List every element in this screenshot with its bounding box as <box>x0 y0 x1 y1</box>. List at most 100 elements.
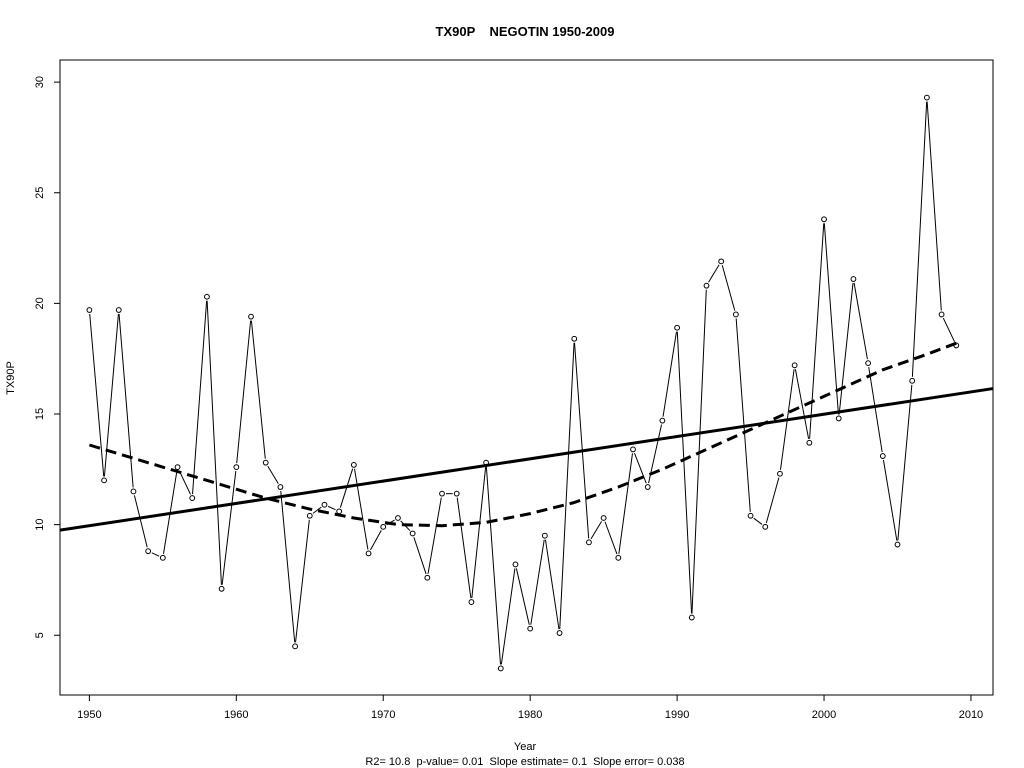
observed-segment <box>151 552 160 557</box>
series-layer <box>59 94 994 672</box>
stats-footer: R2= 10.8 p-value= 0.01 Slope estimate= 0… <box>365 756 684 768</box>
data-point <box>571 335 578 342</box>
data-point <box>923 94 930 101</box>
x-tick-label: 1950 <box>77 709 101 721</box>
data-point <box>938 311 945 318</box>
observed-segment <box>280 490 296 643</box>
plot-frame <box>59 59 994 696</box>
data-point <box>762 523 769 530</box>
observed-segment <box>809 223 825 439</box>
data-point <box>321 501 328 508</box>
data-point <box>850 276 857 282</box>
x-tick-label: 2000 <box>812 709 836 721</box>
data-point <box>865 360 872 367</box>
x-tick-label: 1980 <box>518 709 542 721</box>
observed-segment <box>735 318 751 512</box>
data-point <box>453 490 460 497</box>
observed-segment <box>868 366 883 453</box>
data-point <box>262 459 269 466</box>
data-point <box>909 377 916 384</box>
observed-segment <box>370 530 382 551</box>
observed-segment <box>250 320 266 459</box>
data-point <box>777 470 783 477</box>
data-point <box>688 614 695 621</box>
observed-segment <box>882 459 898 541</box>
data-point <box>835 415 842 422</box>
data-point <box>586 539 592 546</box>
observed-segment <box>590 521 602 540</box>
observed-segment <box>662 331 677 417</box>
observed-segment <box>574 342 590 539</box>
observed-segment <box>133 495 148 548</box>
observed-segment <box>676 331 693 614</box>
data-point <box>541 532 548 539</box>
x-tick-label: 1970 <box>371 709 395 721</box>
x-axis: 1950 1960 1970 1980 1990 2000 2010 <box>77 695 983 721</box>
data-point <box>718 258 725 265</box>
observed-segment <box>708 264 720 283</box>
data-point <box>218 585 225 592</box>
observed-segment <box>178 470 191 495</box>
observed-segment <box>544 539 560 630</box>
data-point <box>424 574 431 581</box>
observed-segment <box>192 300 208 495</box>
observed-segment <box>765 477 780 524</box>
y-axis-label: TX90P <box>5 361 17 395</box>
observed-segment <box>89 313 105 477</box>
observed-segment <box>471 466 487 599</box>
observed-segment <box>485 466 502 665</box>
x-axis-label: Year <box>514 741 537 753</box>
data-point <box>821 216 827 223</box>
observed-segment <box>354 468 369 550</box>
observed-segment <box>500 568 516 665</box>
data-point <box>233 464 240 471</box>
observed-segment <box>267 465 279 484</box>
y-axis: 5 10 15 20 25 30 <box>34 76 60 638</box>
observed-segment <box>823 223 839 415</box>
y-tick-label: 20 <box>34 297 46 309</box>
observed-segment <box>118 313 134 488</box>
x-tick-label: 2010 <box>959 709 983 721</box>
observed-segment <box>456 497 472 599</box>
data-point <box>248 313 254 320</box>
data-point <box>189 495 196 501</box>
observed-segment <box>926 101 942 311</box>
data-point <box>336 508 343 515</box>
data-point <box>350 461 357 468</box>
observed-segment <box>794 369 810 439</box>
observed-segment <box>634 452 647 484</box>
observed-segment <box>413 537 427 575</box>
observed-segment <box>897 384 913 541</box>
chart-title: TX90P NEGOTIN 1950-2009 <box>436 24 615 39</box>
observed-series-points <box>86 94 960 672</box>
data-point <box>468 599 475 605</box>
smoothed-trend-line <box>88 341 957 528</box>
data-point <box>894 541 901 548</box>
data-point <box>732 311 739 318</box>
observed-segment <box>618 453 633 554</box>
y-tick-label: 5 <box>34 632 46 638</box>
observed-segment <box>312 506 322 514</box>
observed-segment <box>753 517 763 525</box>
data-point <box>174 464 181 471</box>
data-point <box>659 417 666 424</box>
data-point <box>159 554 166 561</box>
data-point <box>204 293 210 300</box>
data-point <box>879 453 886 459</box>
y-tick-label: 30 <box>34 76 46 88</box>
observed-segment <box>559 342 575 630</box>
data-point <box>86 307 93 313</box>
data-point <box>806 439 813 446</box>
data-point <box>600 515 607 521</box>
x-tick-label: 1960 <box>224 709 248 721</box>
data-point <box>644 484 651 490</box>
data-point <box>409 530 416 537</box>
observed-segment <box>327 505 336 511</box>
observed-segment <box>236 320 252 464</box>
data-point <box>439 490 445 497</box>
data-point <box>630 446 636 453</box>
linear-trend-line <box>59 387 994 532</box>
observed-segment <box>838 282 854 415</box>
x-tick-label: 1990 <box>665 709 689 721</box>
data-point <box>292 643 298 650</box>
